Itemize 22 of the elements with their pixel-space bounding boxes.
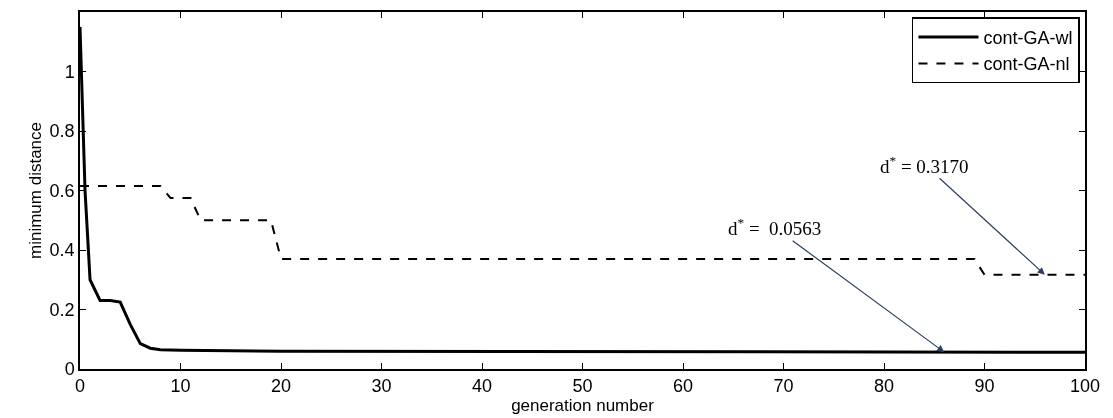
annotation: d$^{*}$ = 0.3170 xyxy=(880,153,969,177)
y-axis-title: minimum distance xyxy=(25,122,45,259)
x-tick-label: 20 xyxy=(270,376,292,397)
x-axis-title: generation number xyxy=(511,396,655,416)
annotation: d$^{*}$ = 0.0563 xyxy=(728,215,822,239)
x-tick-label: 40 xyxy=(471,376,493,397)
x-tick-label: 70 xyxy=(773,376,794,397)
y-tick-label: 0.2 xyxy=(49,299,75,320)
x-tick-label: 100 xyxy=(1069,376,1101,397)
x-tick-label: 50 xyxy=(572,376,593,397)
y-tick-label: 0.4 xyxy=(49,240,75,261)
x-tick-label: 30 xyxy=(371,376,392,397)
y-tick-label: 0.8 xyxy=(49,121,75,142)
x-tick-label: 90 xyxy=(974,376,995,397)
legend-label: cont-GA-nl xyxy=(983,54,1070,75)
y-tick-label: 0.6 xyxy=(49,180,75,201)
x-tick-label: 10 xyxy=(170,376,191,397)
legend-label: cont-GA-wl xyxy=(983,28,1073,49)
x-tick-label: 60 xyxy=(672,376,694,397)
x-tick-label: 80 xyxy=(873,376,895,397)
y-tick-label: 1 xyxy=(64,61,75,82)
y-tick-label: 0 xyxy=(64,359,75,380)
